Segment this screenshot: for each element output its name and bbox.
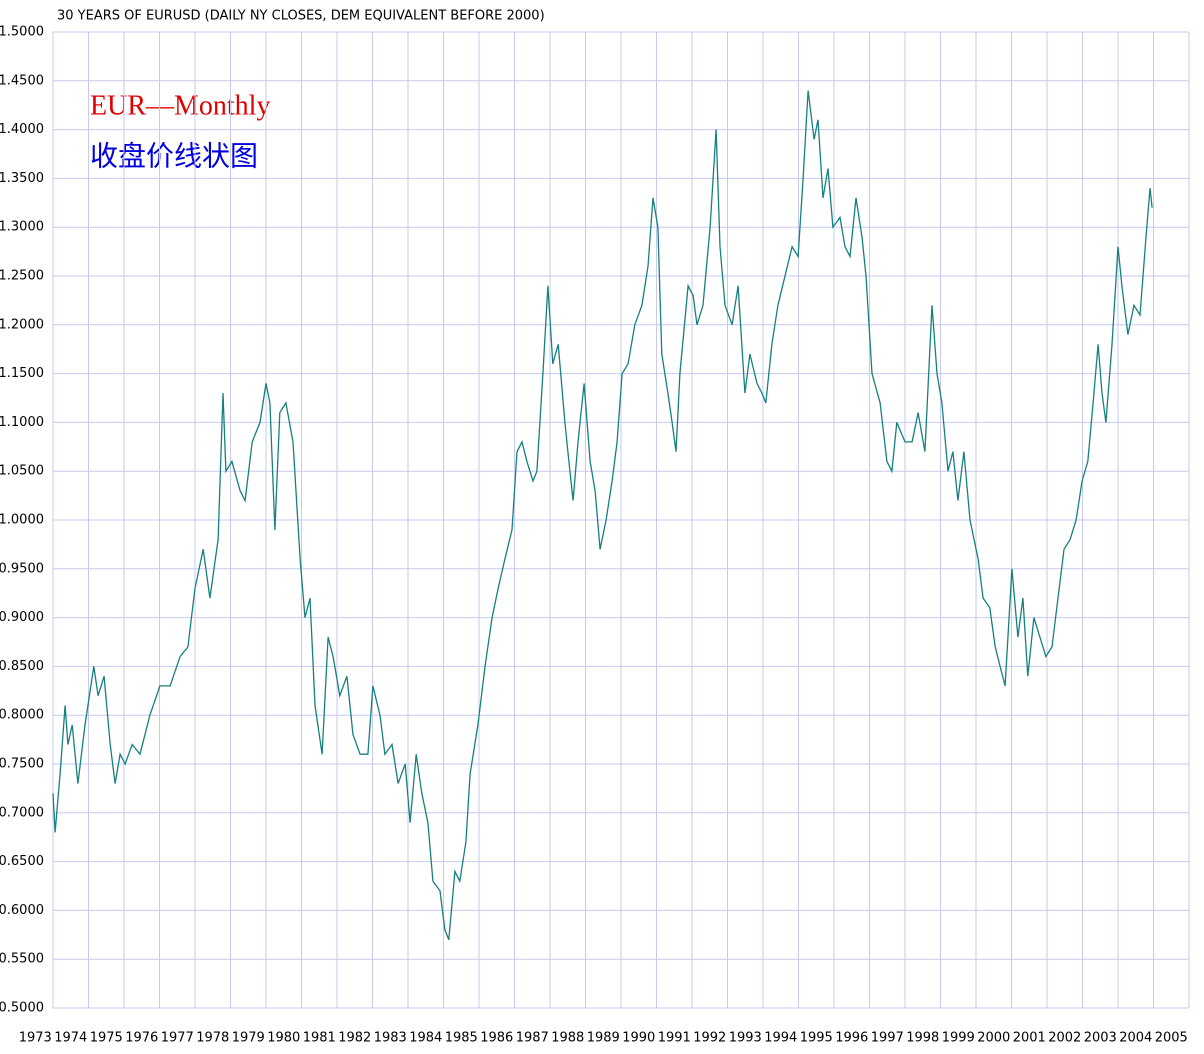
y-tick-label: 1.2000: [0, 317, 44, 332]
y-tick-label: 0.6000: [0, 903, 44, 918]
x-tick-label: 1981: [303, 1031, 336, 1046]
y-tick-label: 1.4000: [0, 122, 44, 137]
y-tick-label: 0.6500: [0, 854, 44, 869]
y-tick-label: 1.1500: [0, 366, 44, 381]
x-tick-label: 1996: [835, 1031, 868, 1046]
x-tick-label: 1984: [409, 1031, 442, 1046]
x-tick-label: 1995: [800, 1031, 833, 1046]
x-tick-label: 1999: [942, 1031, 975, 1046]
x-tick-label: 1985: [445, 1031, 478, 1046]
annotation: 收盘价线状图: [90, 140, 258, 173]
x-tick-label: 1997: [871, 1031, 904, 1046]
x-tick-label: 1975: [90, 1031, 123, 1046]
x-tick-label: 2002: [1048, 1031, 1081, 1046]
x-tick-label: 1976: [125, 1031, 158, 1046]
x-tick-label: 1978: [196, 1031, 229, 1046]
y-tick-label: 0.8000: [0, 708, 44, 723]
x-tick-label: 2001: [1013, 1031, 1046, 1046]
x-tick-label: 1983: [374, 1031, 407, 1046]
x-tick-label: 1973: [19, 1031, 52, 1046]
x-tick-label: 1988: [551, 1031, 584, 1046]
x-tick-label: 1979: [232, 1031, 265, 1046]
x-tick-label: 1990: [622, 1031, 655, 1046]
y-tick-label: 0.8500: [0, 659, 44, 674]
x-tick-label: 1974: [54, 1031, 87, 1046]
y-tick-label: 0.9500: [0, 561, 44, 576]
y-tick-label: 1.4500: [0, 73, 44, 88]
x-tick-label: 1982: [338, 1031, 371, 1046]
y-tick-label: 0.9000: [0, 610, 44, 625]
y-tick-label: 1.0000: [0, 513, 44, 528]
x-tick-label: 1992: [693, 1031, 726, 1046]
y-tick-label: 0.5500: [0, 952, 44, 967]
y-tick-label: 0.5000: [0, 1001, 44, 1016]
x-tick-label: 1998: [906, 1031, 939, 1046]
x-tick-label: 1989: [587, 1031, 620, 1046]
y-tick-label: 1.2500: [0, 269, 44, 284]
x-tick-label: 1980: [267, 1031, 300, 1046]
y-tick-label: 1.3500: [0, 171, 44, 186]
y-tick-label: 1.0500: [0, 464, 44, 479]
y-tick-label: 1.1000: [0, 415, 44, 430]
x-tick-label: 1986: [480, 1031, 513, 1046]
x-tick-label: 1994: [764, 1031, 797, 1046]
x-tick-label: 1977: [161, 1031, 194, 1046]
x-tick-label: 1987: [516, 1031, 549, 1046]
y-tick-label: 0.7500: [0, 757, 44, 772]
y-tick-label: 1.5000: [0, 25, 44, 40]
x-tick-label: 2005: [1155, 1031, 1188, 1046]
x-tick-label: 2003: [1084, 1031, 1117, 1046]
chart-title: 30 YEARS OF EURUSD (DAILY NY CLOSES, DEM…: [57, 9, 545, 24]
annotation: EUR—Monthly: [90, 90, 270, 121]
price-line: [52, 90, 1153, 940]
x-tick-label: 1993: [729, 1031, 762, 1046]
y-tick-label: 1.3000: [0, 220, 44, 235]
x-tick-label: 2004: [1119, 1031, 1152, 1046]
x-tick-label: 2000: [977, 1031, 1010, 1046]
y-tick-label: 0.7000: [0, 805, 44, 820]
x-tick-label: 1991: [658, 1031, 691, 1046]
